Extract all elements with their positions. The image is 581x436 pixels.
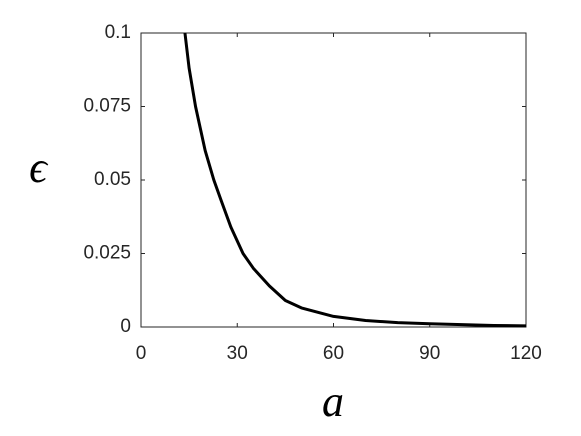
y-axis-label: ϵ xyxy=(29,143,49,192)
y-tick-label: 0.1 xyxy=(105,22,131,43)
data-line xyxy=(183,32,527,328)
y-tick-label: 0.075 xyxy=(83,96,131,117)
y-tick-label: 0.05 xyxy=(94,169,131,190)
x-tick-label: 0 xyxy=(136,343,147,364)
y-tick-label: 0.025 xyxy=(83,243,131,264)
x-tick-label: 90 xyxy=(419,343,440,364)
y-tick-label: 0 xyxy=(120,316,131,337)
x-tick-label: 120 xyxy=(510,343,542,364)
plot-frame xyxy=(140,32,527,328)
x-tick-label: 60 xyxy=(323,343,344,364)
x-axis-label: a xyxy=(322,377,344,426)
x-tick-label: 30 xyxy=(227,343,248,364)
